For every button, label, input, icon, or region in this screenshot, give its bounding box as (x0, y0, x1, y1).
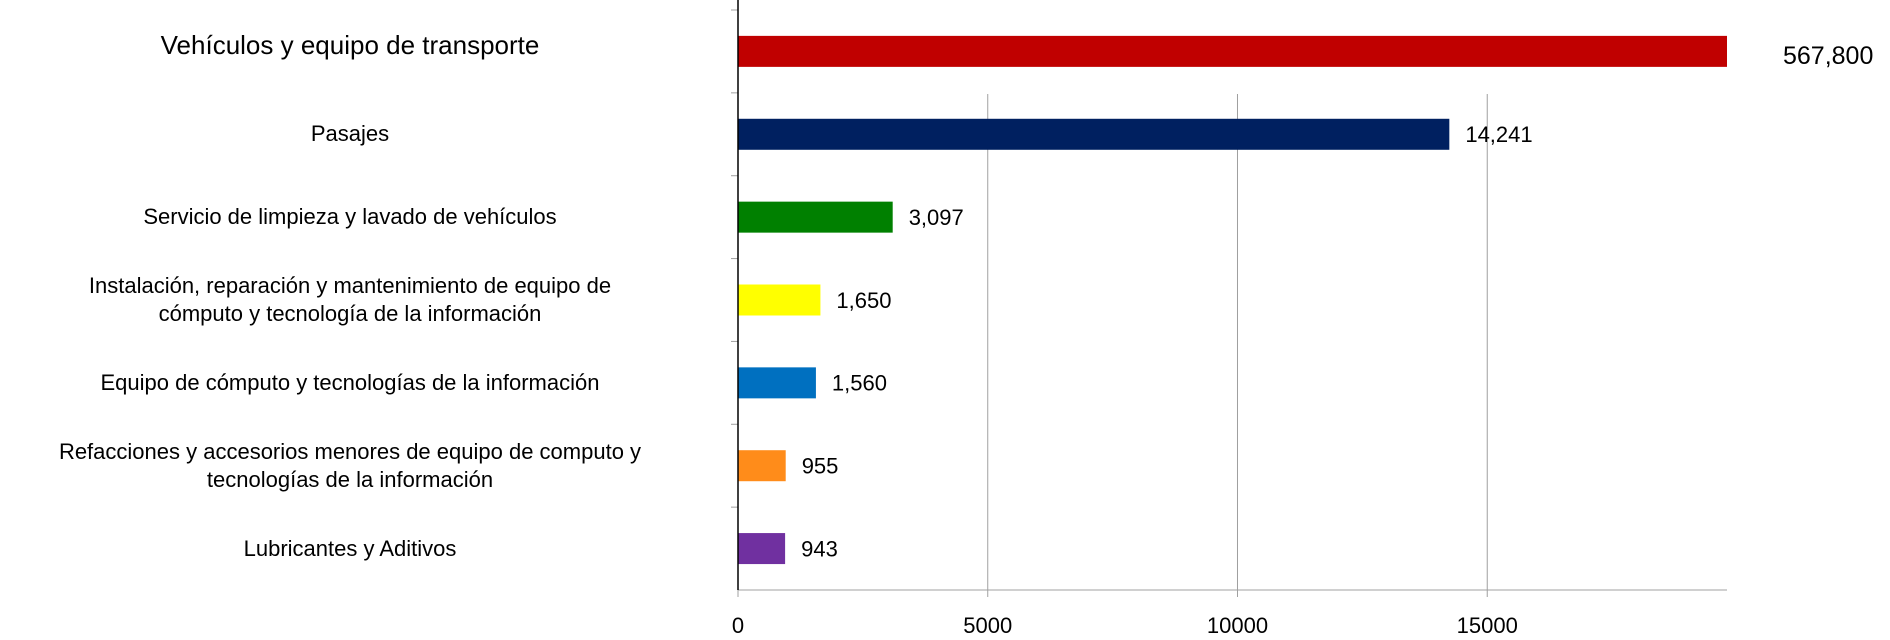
category-label: Lubricantes y Aditivos (243, 535, 457, 561)
x-tick-label: 15000 (1457, 613, 1518, 638)
bar (738, 118, 1450, 150)
category-label: Equipo de cómputo y tecnologías de la in… (100, 369, 600, 395)
category-label: Refacciones y accesorios menores de equi… (58, 438, 642, 492)
x-tick-label: 0 (732, 613, 744, 638)
category-label: Pasajes (310, 121, 390, 147)
bar (738, 284, 821, 316)
category-label: Instalación, reparación y mantenimiento … (88, 273, 612, 326)
x-tick-label: 10000 (1207, 613, 1268, 638)
bar (738, 450, 786, 482)
category-label: Servicio de limpieza y lavado de vehícul… (143, 204, 557, 230)
bars (738, 35, 1727, 565)
value-label: 943 (801, 536, 838, 561)
value-label: 3,097 (909, 205, 964, 230)
bar (738, 367, 816, 399)
value-label: 567,800 (1783, 42, 1873, 70)
bar (738, 533, 786, 565)
value-label: 1,560 (832, 371, 887, 396)
value-label: 14,241 (1465, 122, 1532, 147)
bar (738, 35, 1727, 67)
category-label: Vehículos y equipo de transporte (160, 30, 540, 61)
x-tick-label: 5000 (963, 613, 1012, 638)
bar (738, 201, 893, 233)
value-label: 955 (802, 454, 839, 479)
value-label: 1,650 (836, 288, 891, 313)
